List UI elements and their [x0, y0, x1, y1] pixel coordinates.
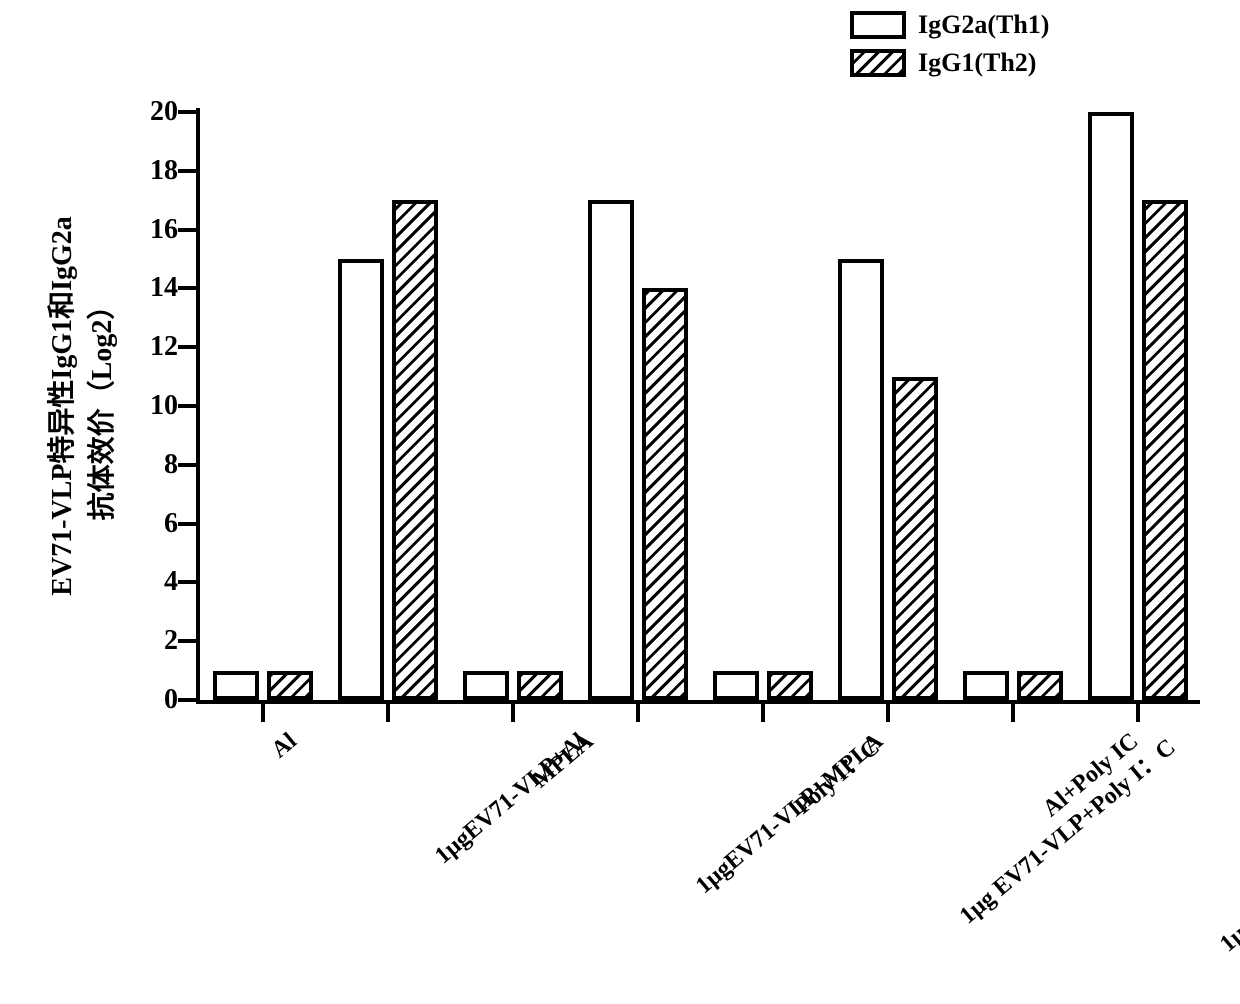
y-axis-tick [178, 286, 196, 290]
y-axis-tick [178, 522, 196, 526]
y-axis-title-line1: EV71-VLP特异性IgG1和IgG2a [40, 216, 80, 596]
legend-item: IgG2a(Th1) [850, 10, 1049, 40]
bar-series-b [767, 671, 813, 700]
x-axis-tick [761, 704, 765, 722]
page: IgG2a(Th1) IgG1(Th2) EV71-VLP特异性IgG1和IgG2… [0, 0, 1240, 1004]
x-axis-tick [886, 704, 890, 722]
bar-series-b [392, 200, 438, 700]
bar-series-a [213, 671, 259, 700]
y-axis-tick [178, 228, 196, 232]
x-axis-line [196, 700, 1200, 704]
y-axis-title: EV71-VLP特异性IgG1和IgG2a 抗体效价（Log2） [40, 216, 120, 596]
y-axis-tick [178, 639, 196, 643]
y-axis-tick-label: 18 [150, 155, 178, 187]
bar-series-a [338, 259, 384, 700]
bar-series-a [713, 671, 759, 700]
x-axis-tick [1011, 704, 1015, 722]
bar-series-b [1017, 671, 1063, 700]
legend-item: IgG1(Th2) [850, 48, 1049, 78]
bar-series-b [642, 288, 688, 700]
y-axis-tick [178, 698, 196, 702]
x-axis-tick [261, 704, 265, 722]
bar-series-b [892, 377, 938, 700]
y-axis-tick-label: 14 [150, 272, 178, 304]
bar-series-b [1142, 200, 1188, 700]
x-axis-tick-label: Al [266, 728, 302, 764]
y-axis-line [196, 108, 200, 704]
y-axis-tick [178, 110, 196, 114]
legend-label: IgG2a(Th1) [918, 10, 1049, 40]
bar-series-a [963, 671, 1009, 700]
chart-legend: IgG2a(Th1) IgG1(Th2) [850, 10, 1049, 78]
x-axis-tick [1136, 704, 1140, 722]
y-axis-tick-label: 6 [164, 508, 178, 540]
bar-series-b [517, 671, 563, 700]
y-axis-tick-label: 16 [150, 214, 178, 246]
bar-series-a [1088, 112, 1134, 700]
bar-series-a [588, 200, 634, 700]
y-axis-tick-label: 2 [164, 625, 178, 657]
bar-series-a [463, 671, 509, 700]
x-axis-tick [386, 704, 390, 722]
x-axis-tick-label: Poly I：C [784, 728, 885, 820]
legend-swatch [850, 11, 906, 39]
y-axis-tick-label: 4 [164, 566, 178, 598]
legend-swatch [850, 49, 906, 77]
y-axis-tick [178, 169, 196, 173]
x-axis-tick-label: 1μg EV71-VLP+Al+ Poly I：C [1209, 728, 1240, 958]
y-axis-tick-label: 20 [150, 96, 178, 128]
y-axis-tick [178, 404, 196, 408]
y-axis-tick [178, 580, 196, 584]
bar-series-b [267, 671, 313, 700]
y-axis-tick [178, 345, 196, 349]
x-axis-tick [636, 704, 640, 722]
y-axis-title-line2: 抗体效价（Log2） [80, 216, 120, 596]
y-axis-tick-label: 0 [164, 684, 178, 716]
y-axis-tick-label: 10 [150, 390, 178, 422]
y-axis-tick [178, 463, 196, 467]
x-axis-tick [511, 704, 515, 722]
bar-series-a [838, 259, 884, 700]
x-axis-tick-label: 1μg EV71-VLP+Poly I：C [949, 728, 1180, 930]
legend-label: IgG1(Th2) [918, 48, 1036, 78]
y-axis-tick-label: 8 [164, 449, 178, 481]
chart-plot-area: 02468101214161820Al1μgEV71-VLP+AlMPLA1μg… [200, 112, 1200, 700]
y-axis-tick-label: 12 [150, 331, 178, 363]
